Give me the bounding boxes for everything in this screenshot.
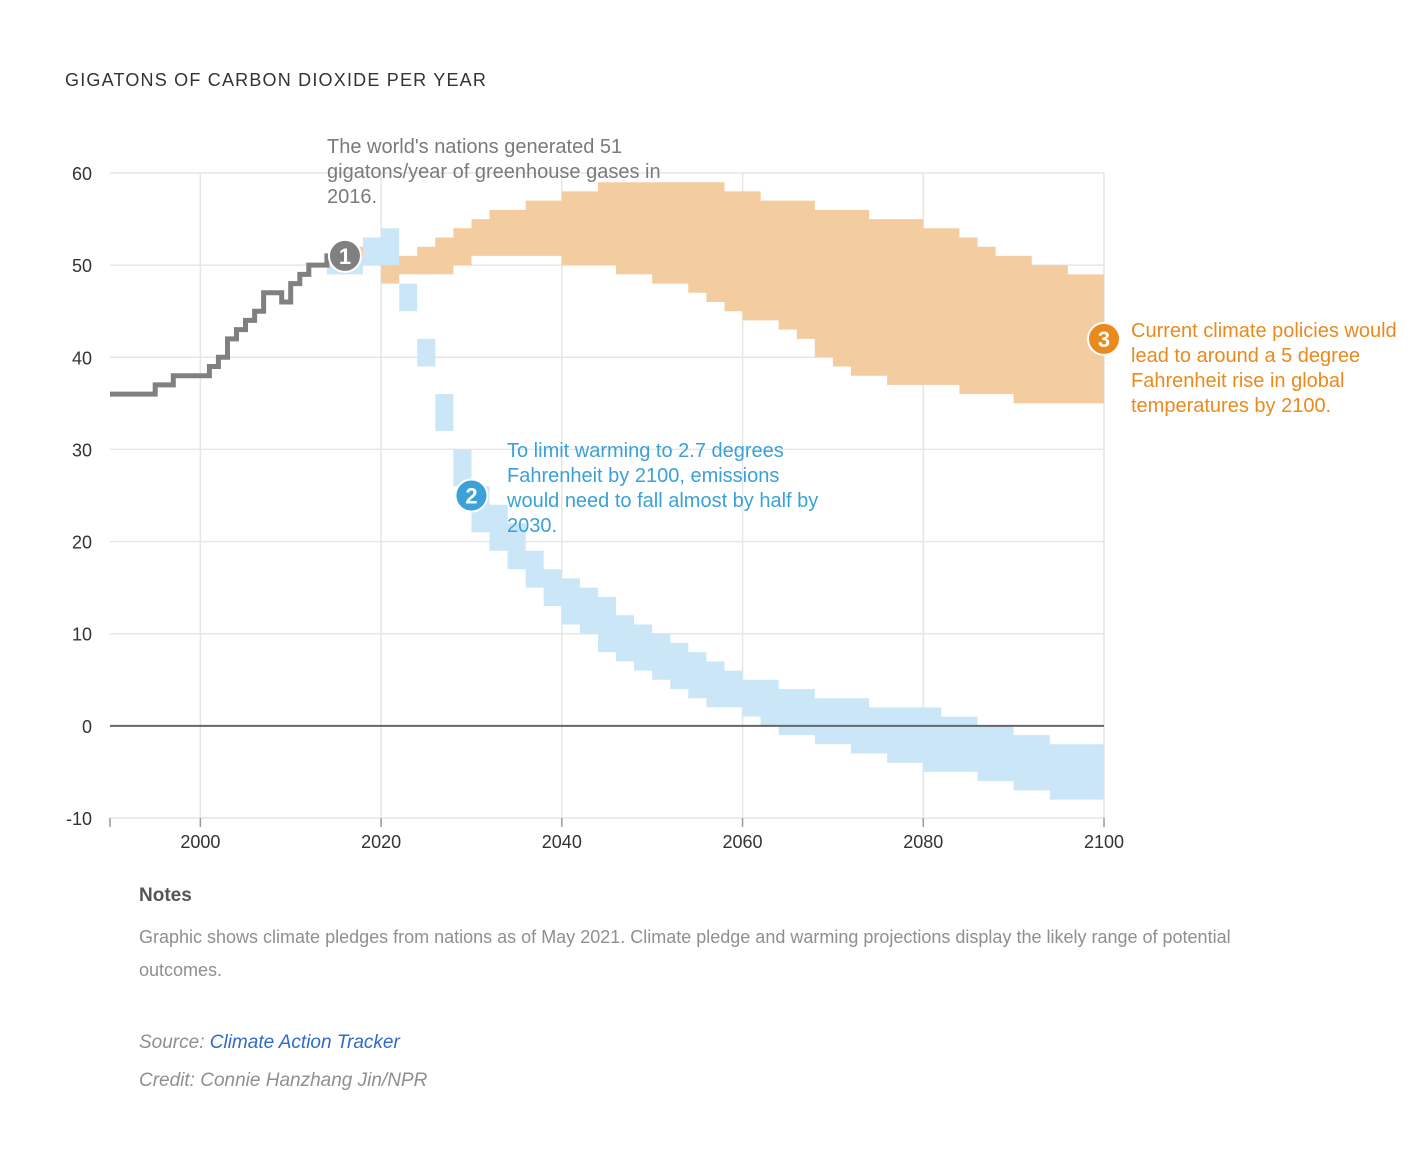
badge-3-circle — [1087, 321, 1121, 356]
current-policies-band — [344, 182, 1104, 404]
y-tick-label: -10 — [66, 809, 92, 829]
y-tick-label: 30 — [72, 440, 92, 460]
y-tick-label: 20 — [72, 533, 92, 553]
annotation-badges: 1 2 3 — [327, 238, 1121, 513]
paris-band — [290, 228, 1104, 809]
x-tick-label: 2020 — [361, 832, 401, 852]
badge-2-label: 2 — [465, 484, 477, 509]
annotation-paris: To limit warming to 2.7 degrees Fahrenhe… — [507, 440, 819, 537]
y-tick-label: 0 — [82, 717, 92, 737]
annotation-historical: The world's nations generated 51 gigaton… — [327, 136, 661, 208]
axes: 60 50 40 30 20 10 0 -10 2000 2020 2040 2060 2080 2100 — [66, 164, 1124, 852]
historical-emissions-line — [110, 253, 345, 397]
source-label: Source: — [139, 1032, 205, 1053]
notes-section: Notes Graphic shows climate pledges from… — [139, 885, 1299, 987]
emissions-chart: 60 50 40 30 20 10 0 -10 2000 2020 2040 2060 2080 2100… — [66, 164, 1124, 852]
y-tick-label: 60 — [72, 164, 92, 184]
y-tick-label: 10 — [72, 625, 92, 645]
x-tick-label: 2000 — [180, 832, 220, 852]
badge-3-label: 3 — [1098, 327, 1110, 352]
x-tick-label: 2040 — [542, 832, 582, 852]
historical-line — [110, 253, 345, 397]
x-tick-label: 2060 — [723, 832, 763, 852]
projection-bands — [290, 182, 1104, 809]
y-tick-label: 40 — [72, 348, 92, 368]
badge-1-circle — [327, 238, 362, 273]
badge-1-label: 1 — [339, 244, 351, 269]
source-line: Source: Climate Action Tracker — [139, 1032, 400, 1054]
badge-2-circle — [454, 478, 489, 513]
notes-heading: Notes — [139, 885, 192, 906]
x-tick-label: 2100 — [1084, 832, 1124, 852]
y-tick-label: 50 — [72, 256, 92, 276]
source-link[interactable]: Climate Action Tracker — [209, 1032, 400, 1053]
x-tick-label: 2080 — [903, 832, 943, 852]
notes-text: Graphic shows climate pledges from natio… — [139, 927, 1231, 980]
credit-line: Credit: Connie Hanzhang Jin/NPR — [139, 1070, 428, 1091]
annotation-current-policies: Current climate policies would lead to a… — [1131, 320, 1397, 417]
chart-title: GIGATONS OF CARBON DIOXIDE PER YEAR — [65, 70, 488, 90]
